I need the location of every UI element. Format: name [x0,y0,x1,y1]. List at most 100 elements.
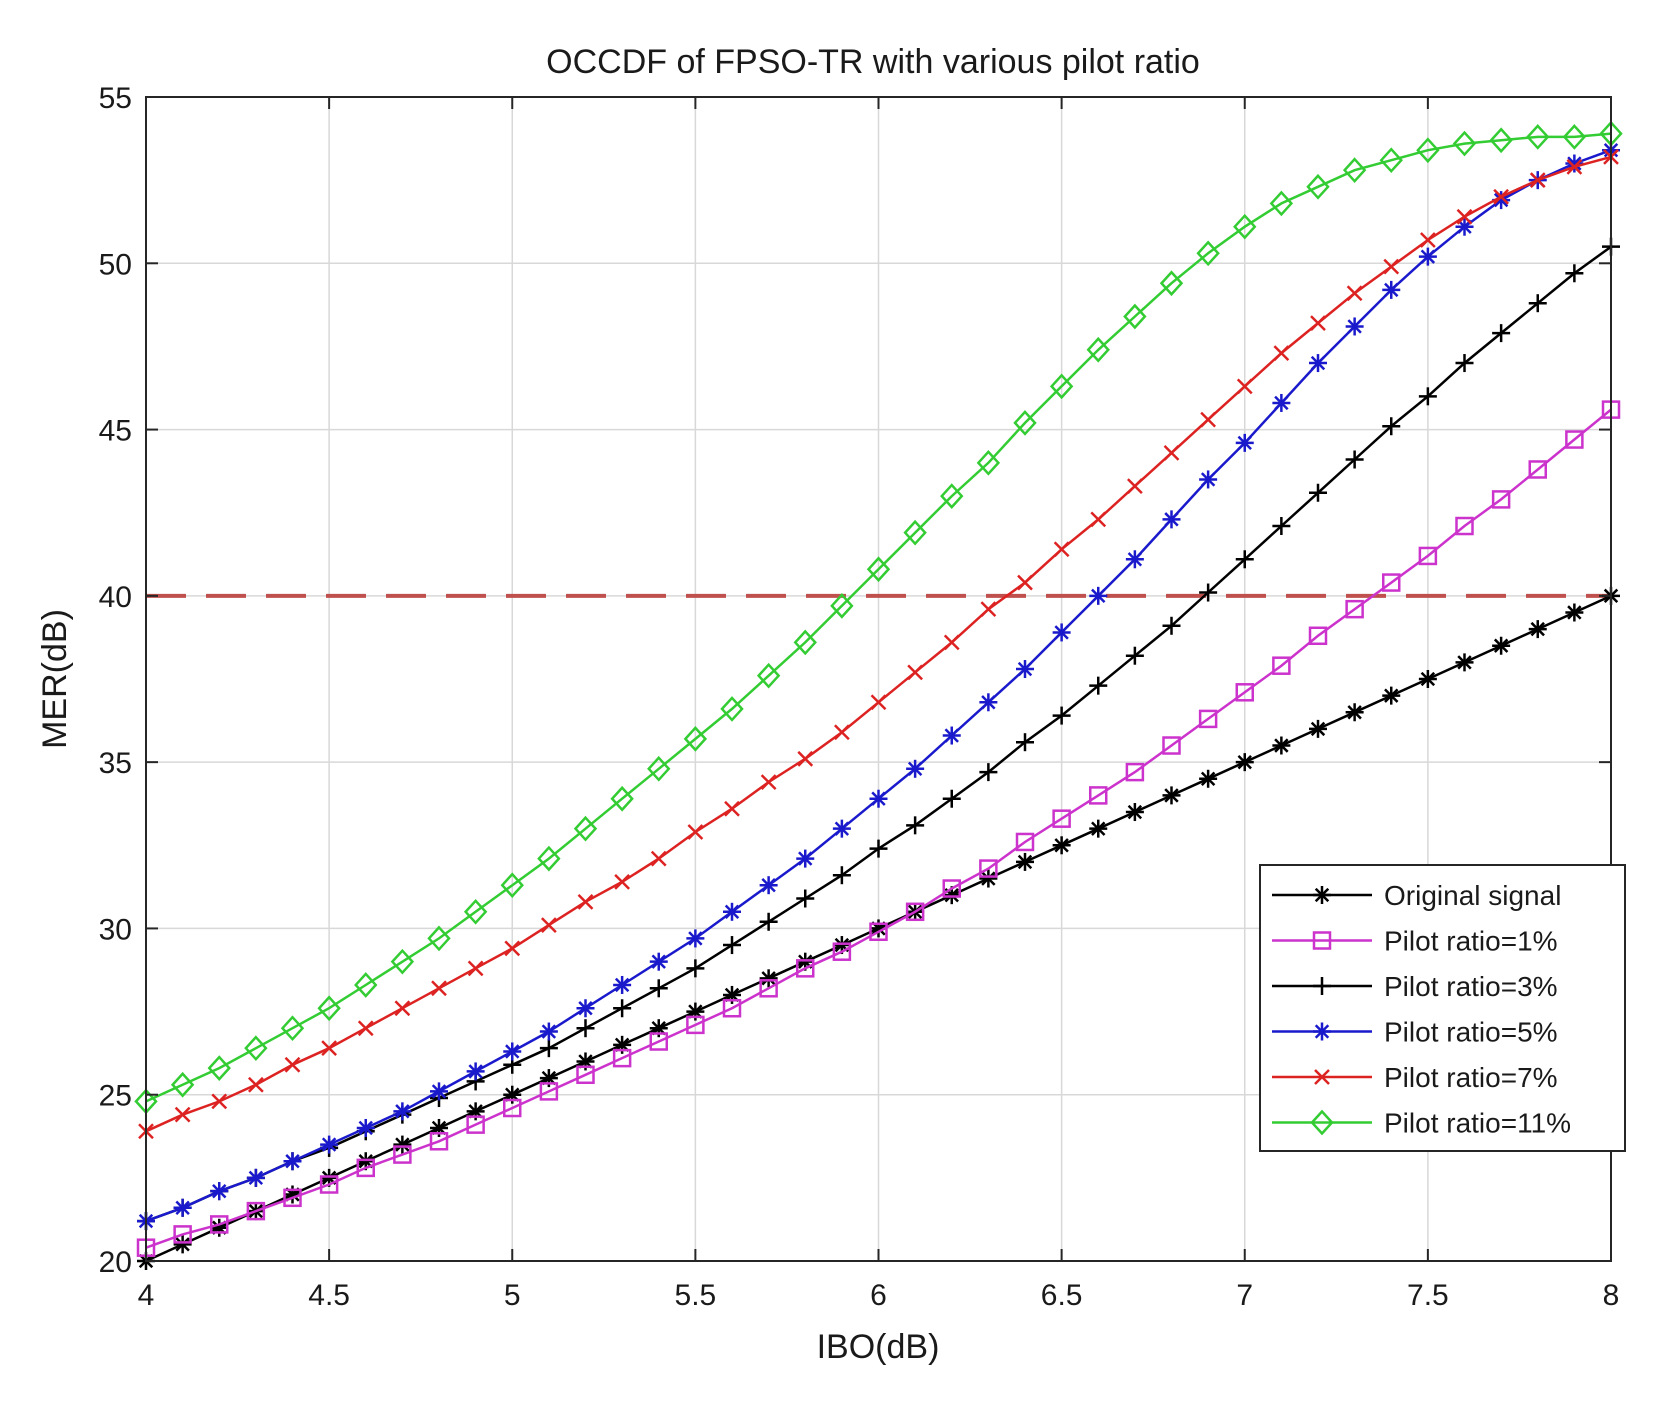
data-point [650,850,667,867]
data-point [319,1175,339,1194]
data-point [720,696,744,722]
data-point [504,940,521,957]
data-point [1159,270,1184,297]
data-point [796,849,815,868]
data-point [1382,417,1401,436]
data-point [649,979,668,998]
data-point [1566,158,1583,175]
data-point [173,1198,192,1217]
data-point [393,1135,412,1154]
data-point [246,1168,265,1187]
x-tick-label: 7 [1236,1279,1253,1312]
data-point [1013,410,1037,436]
data-point [539,1022,558,1041]
data-point [576,999,595,1018]
data-point [280,1015,305,1042]
y-tick-label: 25 [99,1080,132,1113]
data-point [1528,460,1547,479]
data-point [612,1048,632,1068]
data-point [500,872,524,899]
data-point [393,1145,412,1164]
data-point [832,942,852,961]
data-point [1089,676,1108,695]
data-point [467,960,484,977]
series-6 [134,120,1623,1115]
data-point [317,995,341,1022]
data-point [1236,378,1253,395]
data-point [427,925,451,952]
data-point [1565,430,1584,449]
data-point [246,1201,266,1221]
data-point [722,998,742,1018]
x-tick-label: 5.5 [675,1279,717,1312]
data-point [832,819,851,838]
data-point [1052,809,1071,828]
legend-label: Pilot ratio=11% [1384,1108,1571,1139]
data-point [431,980,447,997]
data-point [942,789,961,808]
legend-swatch-marker [1313,1022,1331,1041]
data-point [390,948,415,975]
data-point [1052,706,1071,725]
data-point [210,1215,229,1234]
data-point [1235,433,1254,452]
data-point [1455,354,1474,373]
data-point [1199,769,1218,788]
data-point [1309,719,1327,738]
data-point [1198,709,1218,729]
series-line [145,132,1612,1103]
data-point [759,912,778,931]
data-point [649,952,668,971]
data-point [1419,232,1436,248]
data-point [1379,147,1403,174]
data-point [1125,762,1145,782]
data-point [1528,620,1547,639]
data-point [942,879,961,898]
data-point [723,936,741,955]
data-point [1052,836,1071,855]
data-point [463,898,488,925]
y-tick-label: 40 [99,581,132,614]
data-point [320,1135,339,1154]
data-point [610,785,634,812]
data-point [1052,623,1071,642]
data-point [170,1071,195,1098]
data-point [539,1039,558,1058]
data-point [174,1106,191,1123]
data-point [1310,315,1326,332]
legend-item: Pilot ratio=7% [1272,1062,1558,1093]
series-group [134,120,1623,1270]
data-point [1309,483,1327,502]
data-point [1418,387,1437,406]
data-point [1382,280,1401,299]
data-point [832,866,851,885]
data-point [1235,683,1254,702]
data-point [1016,733,1034,752]
data-point [979,693,998,712]
data-point [173,1225,192,1244]
data-point [756,662,781,689]
data-point [1196,240,1220,267]
data-point [760,774,777,790]
data-point [244,1035,268,1062]
data-point [1529,172,1546,189]
data-point [1491,490,1511,509]
data-point [1017,574,1033,591]
data-point [1235,753,1254,772]
data-point [869,789,888,808]
data-point [1342,157,1367,184]
data-point [979,859,998,878]
data-point [1452,130,1477,157]
data-point [1345,317,1364,336]
data-point [907,664,924,681]
data-point [1016,852,1034,871]
data-point [1345,450,1364,469]
data-point [210,1182,229,1201]
data-point [759,876,778,895]
data-point [1309,354,1327,373]
data-point [1455,653,1474,672]
data-point [870,694,887,711]
chart-title: OCCDF of FPSO-TR with various pilot rati… [546,43,1200,81]
